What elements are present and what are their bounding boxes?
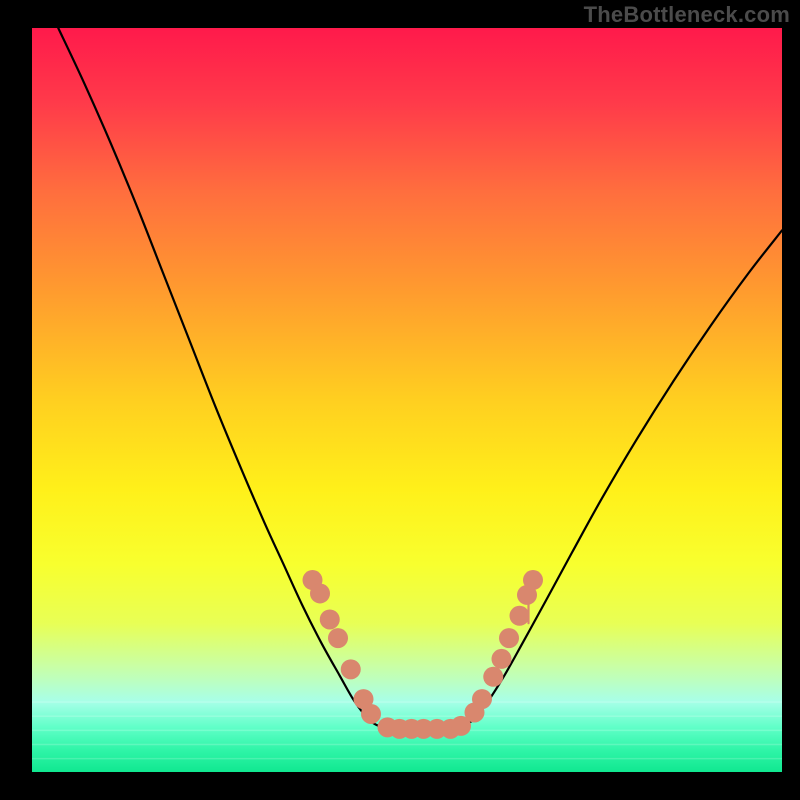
watermark-text: TheBottleneck.com (584, 2, 790, 28)
chart-svg (0, 0, 800, 800)
curve-marker (320, 609, 340, 629)
curve-marker (523, 570, 543, 590)
curve-marker (492, 649, 512, 669)
curve-marker (510, 606, 530, 626)
chart-frame: TheBottleneck.com (0, 0, 800, 800)
curve-marker (483, 667, 503, 687)
curve-marker (361, 704, 381, 724)
curve-marker (310, 583, 330, 603)
curve-marker (328, 628, 348, 648)
curve-marker (472, 689, 492, 709)
curve-marker (341, 659, 361, 679)
curve-marker (499, 628, 519, 648)
gradient-background (32, 28, 782, 772)
